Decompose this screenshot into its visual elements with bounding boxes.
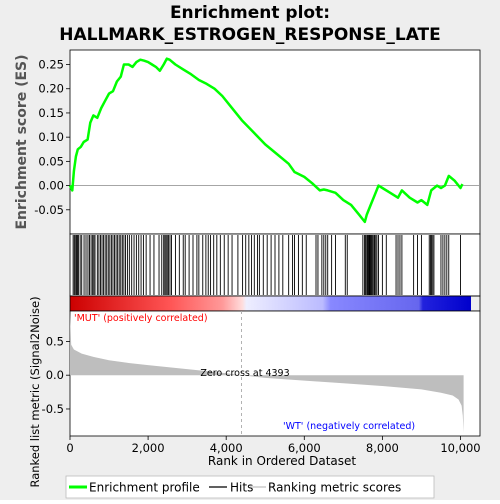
metric-axis-label: Ranked list metric (Signal2Noise) bbox=[28, 296, 42, 487]
es-y-tick-label: 0.00 bbox=[38, 179, 64, 193]
metric-y-tick-label: 0.0 bbox=[46, 368, 64, 382]
es-line-group bbox=[68, 57, 464, 224]
x-ticks: 0 2,000 4,000 6,000 8,000 10,000 bbox=[66, 436, 481, 455]
pos-correlation-label: 'MUT' (positively correlated) bbox=[74, 313, 208, 324]
metric-y-tick-label: 0.5 bbox=[46, 334, 64, 348]
x-tick-label: 4,000 bbox=[210, 441, 243, 455]
x-tick-label: 6,000 bbox=[288, 441, 321, 455]
es-y-tick-label: 0.05 bbox=[38, 154, 64, 168]
es-y-tick-label: 0.15 bbox=[38, 106, 64, 120]
es-y-ticks: 0.25 0.20 0.15 0.10 0.05 0.00 -0.05 bbox=[34, 58, 70, 217]
es-profile-line bbox=[68, 57, 464, 224]
chart-title-line2: HALLMARK_ESTROGEN_RESPONSE_LATE bbox=[59, 25, 441, 45]
x-tick-label: 10,000 bbox=[440, 441, 480, 455]
zero-cross-label: Zero cross at 4393 bbox=[200, 368, 289, 379]
metric-y-ticks: 0.5 0.0 -0.5 bbox=[42, 334, 70, 416]
neg-correlation-label: 'WT' (negatively correlated) bbox=[283, 421, 415, 432]
x-tick-label: 0 bbox=[66, 441, 73, 455]
es-panel bbox=[69, 49, 481, 235]
x-axis-label: Rank in Ordered Dataset bbox=[208, 454, 356, 468]
x-tick-label: 8,000 bbox=[366, 441, 399, 455]
metric-area bbox=[70, 313, 464, 433]
es-y-tick-label: -0.05 bbox=[34, 203, 64, 217]
metric-y-tick-label: -0.5 bbox=[42, 402, 64, 416]
hits-group bbox=[72, 235, 461, 295]
es-y-tick-label: 0.25 bbox=[38, 58, 64, 72]
legend-metric-label: Ranking metric scores bbox=[268, 481, 401, 495]
rank-colorbar bbox=[70, 296, 471, 311]
legend-profile-label: Enrichment profile bbox=[89, 481, 200, 495]
legend-hits-label: Hits bbox=[230, 481, 253, 495]
x-tick-label: 2,000 bbox=[132, 441, 165, 455]
metric-area-group bbox=[70, 313, 464, 433]
chart-title-line1: Enrichment plot: bbox=[170, 3, 330, 23]
es-y-tick-label: 0.20 bbox=[38, 82, 64, 96]
es-y-tick-label: 0.10 bbox=[38, 130, 64, 144]
es-axis-label: Enrichment score (ES) bbox=[14, 54, 30, 229]
